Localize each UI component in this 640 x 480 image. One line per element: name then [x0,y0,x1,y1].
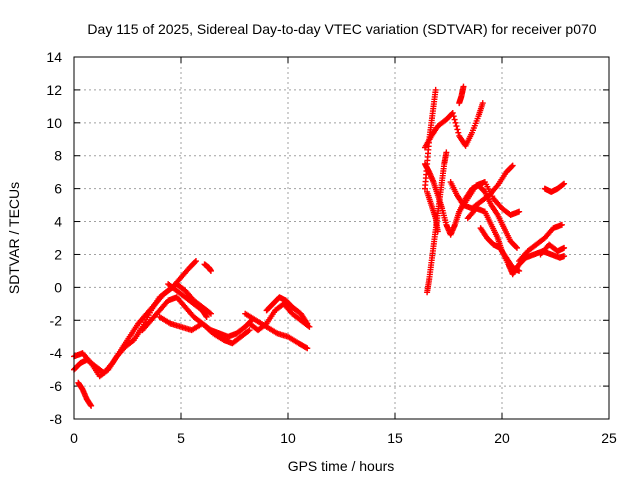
data-point [454,126,461,133]
y-tick-label: 10 [46,115,62,131]
data-point [304,320,311,327]
y-tick-label: -4 [50,345,63,361]
x-tick-label: 0 [70,430,78,446]
data-point [88,402,95,409]
data-point [513,243,520,250]
data-point [561,253,568,260]
data-point [452,119,459,126]
data-point [513,244,520,251]
data-point [561,180,568,187]
data-point [509,162,516,169]
y-tick-label: -2 [50,312,63,328]
data-point [432,86,439,93]
x-tick-label: 15 [387,430,403,446]
data-point [245,328,252,335]
y-tick-label: 2 [54,246,62,262]
data-point [192,258,199,265]
x-tick-labels: 0 5 10 15 20 25 [70,430,617,446]
y-tick-label: 14 [46,49,62,65]
y-tick-label: -8 [50,411,63,427]
chart-title: Day 115 of 2025, Sidereal Day-to-day VTE… [87,21,596,37]
data-point [558,221,565,228]
x-tick-label: 25 [601,430,617,446]
data-point [516,208,523,215]
x-tick-label: 5 [177,430,185,446]
data-point [306,323,313,330]
grid-lines [74,57,609,419]
data-point [246,327,253,334]
data-point [203,313,210,320]
data-point [443,149,450,156]
y-tick-label: -6 [50,378,63,394]
x-axis-label: GPS time / hours [288,458,395,474]
data-point [450,113,457,120]
data-point [192,258,199,265]
data-point [456,100,463,107]
y-tick-label: 12 [46,82,62,98]
data-point [453,123,460,130]
y-tick-labels: -8 -6 -4 -2 0 2 4 6 8 10 12 14 [46,49,62,427]
data-point [449,109,456,116]
data-point [479,100,486,107]
data-point [560,181,567,188]
y-tick-label: 8 [54,148,62,164]
y-tick-label: 4 [54,214,62,230]
data-point [206,309,213,316]
data-point [304,345,311,352]
data-point [207,310,214,317]
data-point [303,344,310,351]
y-axis-label: SDTVAR / TECUs [6,182,22,294]
data-point [451,116,458,123]
data-point [207,267,214,274]
y-tick-label: 6 [54,181,62,197]
data-point [516,267,523,274]
data-point [455,129,462,136]
data-points [71,83,568,409]
axis-ticks [73,56,610,420]
y-tick-label: 0 [54,279,62,295]
data-point [508,163,515,170]
x-tick-label: 10 [280,430,296,446]
data-point [561,244,568,251]
data-point [434,228,441,235]
x-tick-label: 20 [494,430,510,446]
plot-frame [73,56,610,420]
